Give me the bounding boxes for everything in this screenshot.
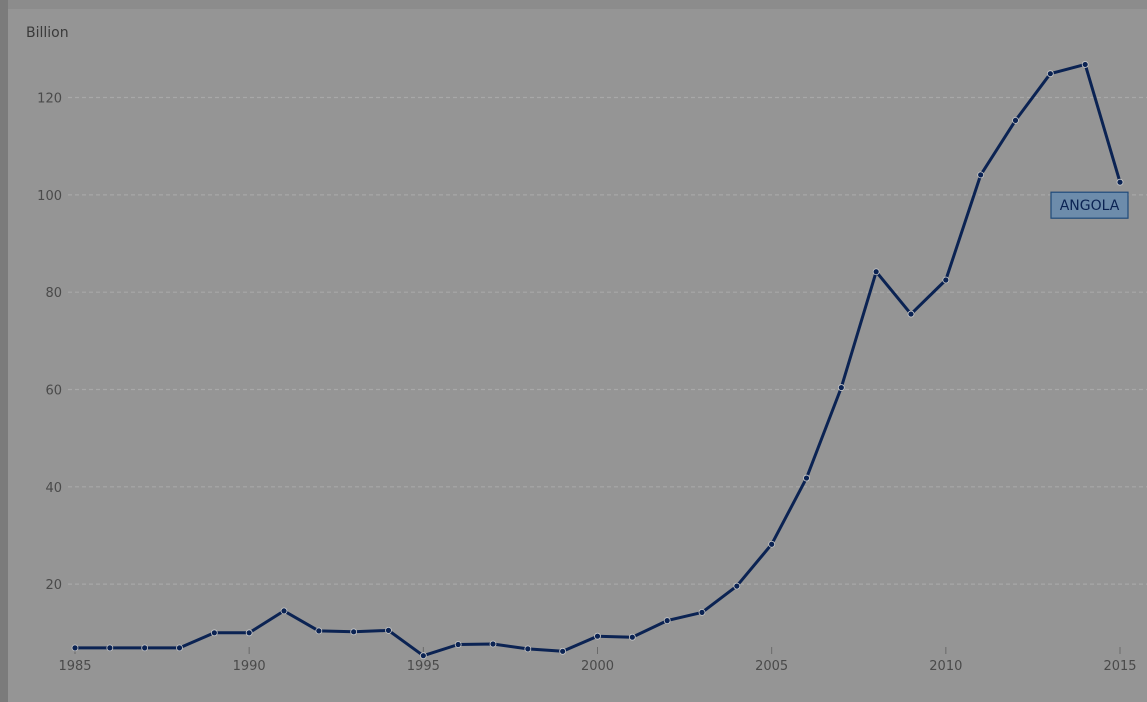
x-tick-label: 2010 (929, 659, 962, 674)
data-point-1996[interactable] (454, 641, 462, 648)
x-tick-label: 2000 (581, 659, 614, 674)
data-point-1987[interactable] (141, 644, 149, 652)
y-tick-label: 120 (37, 92, 62, 107)
data-point-2004[interactable] (733, 582, 741, 590)
x-tick-label: 1985 (58, 659, 91, 674)
data-point-1992[interactable] (315, 627, 323, 635)
data-point-1998[interactable] (524, 645, 532, 653)
data-point-1997[interactable] (489, 640, 497, 648)
data-point-2000[interactable] (594, 632, 601, 640)
x-tick-label: 2005 (755, 659, 788, 674)
y-axis-ticks: 20 40 60 80 100 120 (37, 92, 62, 594)
data-point-2013[interactable] (1046, 70, 1054, 78)
data-point-2002[interactable] (663, 617, 671, 625)
x-tick-label: 2015 (1103, 659, 1136, 674)
y-tick-label: 100 (37, 189, 62, 204)
data-point-2015[interactable] (1116, 178, 1124, 186)
data-point-2010[interactable] (942, 276, 950, 284)
data-point-1993[interactable] (350, 628, 358, 636)
y-tick-label: 60 (45, 383, 62, 398)
data-point-2007[interactable] (837, 384, 845, 391)
data-point-2012[interactable] (1012, 116, 1019, 124)
series-line-angola (75, 62, 1122, 658)
data-point-1999[interactable] (559, 647, 567, 655)
data-point-2014[interactable] (1081, 61, 1089, 68)
y-axis-title: Billion (26, 25, 69, 41)
panel-left-edge (0, 0, 8, 702)
data-point-2011[interactable] (977, 171, 985, 179)
data-point-2008[interactable] (872, 268, 880, 276)
series-layer (71, 61, 1124, 660)
x-tick-label: 1995 (407, 659, 440, 674)
data-point-2003[interactable] (698, 608, 706, 616)
data-point-1991[interactable] (280, 607, 288, 615)
y-tick-label: 20 (45, 578, 62, 593)
y-tick-label: 40 (45, 481, 62, 496)
annotation-layer: ANGOLA (1050, 191, 1129, 219)
x-tick-label: 1990 (233, 659, 266, 674)
data-point-2005[interactable] (768, 540, 776, 548)
data-point-1990[interactable] (245, 629, 253, 637)
data-point-1989[interactable] (210, 629, 218, 637)
data-point-1985[interactable] (71, 644, 79, 652)
data-point-1988[interactable] (176, 644, 183, 652)
data-point-2001[interactable] (628, 633, 636, 641)
data-point-2006[interactable] (803, 474, 810, 482)
data-point-1994[interactable] (385, 626, 392, 634)
x-axis-ticks: 1985 1990 1995 2000 2005 2010 2015 (58, 647, 1137, 674)
data-point-1986[interactable] (106, 644, 114, 652)
series-label-text: ANGOLA (1060, 198, 1120, 214)
y-tick-label: 80 (45, 286, 62, 301)
series-label-box (1050, 191, 1129, 219)
data-point-1995[interactable] (419, 652, 427, 660)
gridlines (68, 96, 1147, 585)
data-point-2009[interactable] (907, 310, 915, 318)
panel-top-edge (0, 0, 1147, 9)
